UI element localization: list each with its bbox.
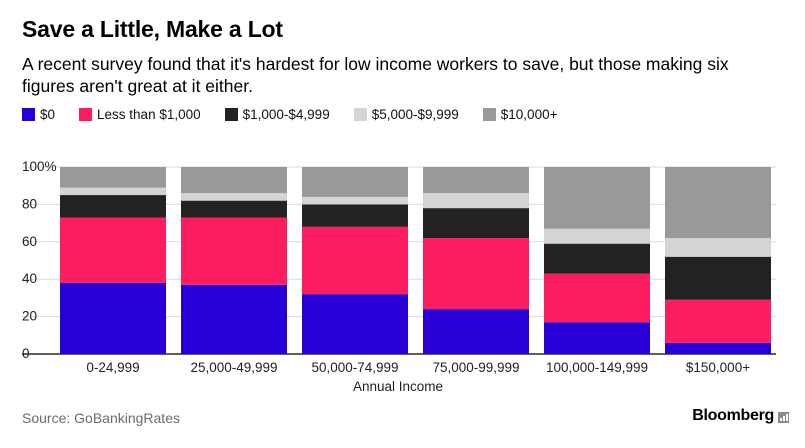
- y-tick-label: 20: [22, 309, 37, 324]
- bar-segment: [544, 243, 650, 274]
- legend-swatch: [482, 107, 496, 121]
- legend-swatch: [79, 107, 93, 121]
- x-tick-label: $150,000+: [686, 360, 750, 375]
- legend: $0 Less than $1,000 $1,000-$4,999 $5,000-$9…: [22, 105, 581, 123]
- bar-segment: [423, 193, 529, 209]
- legend-item: Less than $1,000: [79, 107, 201, 122]
- legend-swatch: [224, 107, 238, 121]
- stacked-bar-chart: 0-24,999 25,000-49,999 50,000-74,999 75,000…: [22, 159, 776, 394]
- legend-item: $0: [22, 107, 55, 122]
- bar-segment: [181, 284, 287, 354]
- y-tick-label: 80: [22, 196, 37, 211]
- y-tick-label: 60: [22, 234, 37, 249]
- bar-segment: [60, 217, 166, 283]
- bar-segment: [544, 228, 650, 244]
- x-tick-label: 100,000-149,999: [546, 360, 648, 375]
- y-tick-label: 40: [22, 271, 37, 286]
- bar-segment: [181, 193, 287, 201]
- source-note: Source: GoBankingRates: [22, 410, 180, 426]
- legend-label: Less than $1,000: [97, 106, 201, 122]
- bar-segment: [181, 200, 287, 218]
- y-tick-label: 100%: [22, 159, 57, 174]
- bar-segment: [423, 238, 529, 310]
- legend-swatch: [22, 107, 35, 121]
- y-tick-label: 0: [22, 346, 30, 361]
- bar-segment: [302, 167, 408, 197]
- bar-segment: [665, 256, 771, 300]
- legend-label: $5,000-$9,999: [371, 106, 459, 122]
- x-tick-label: 50,000-74,999: [311, 360, 398, 375]
- bar-segment: [544, 167, 650, 229]
- bar-segment: [60, 187, 166, 196]
- brand-logo: Bloomberg: [692, 407, 789, 425]
- legend-item: $1,000-$4,999: [224, 106, 330, 122]
- legend-label: $0: [40, 106, 56, 122]
- bar-segment: [665, 342, 771, 354]
- bar-segment: [544, 273, 650, 323]
- x-axis-title: Annual Income: [353, 379, 443, 394]
- legend-label: $1,000-$4,999: [242, 106, 330, 122]
- bar-segment: [423, 167, 529, 194]
- legend-swatch: [353, 107, 367, 121]
- legend-item: $5,000-$9,999: [353, 106, 459, 122]
- x-tick-label: 25,000-49,999: [190, 360, 277, 375]
- legend-label: $10,000+: [500, 106, 558, 122]
- bar-segment: [423, 208, 529, 239]
- x-tick-label: 75,000-99,999: [432, 360, 519, 375]
- bar-segment: [181, 217, 287, 285]
- chart-title: Save a Little, Make a Lot: [22, 16, 283, 42]
- bar-segment: [302, 204, 408, 227]
- bar-segment: [60, 195, 166, 218]
- bar-chart-icon: [778, 411, 789, 423]
- bar-segment: [302, 196, 408, 205]
- bar-segment: [665, 299, 771, 343]
- bar-segment: [60, 167, 166, 188]
- legend-item: $10,000+: [482, 106, 558, 122]
- bar-segment: [665, 238, 771, 257]
- x-tick-label: 0-24,999: [86, 360, 139, 375]
- bar-segment: [544, 322, 650, 354]
- bar-segment: [302, 226, 408, 295]
- bar-segment: [665, 167, 771, 239]
- bar-segment: [423, 309, 529, 354]
- bar-segment: [302, 294, 408, 354]
- bar-segment: [181, 167, 287, 194]
- brand-name: Bloomberg: [692, 407, 774, 424]
- bar-segment: [60, 282, 166, 354]
- chart-subtitle: A recent survey found that it's hardest …: [22, 54, 729, 96]
